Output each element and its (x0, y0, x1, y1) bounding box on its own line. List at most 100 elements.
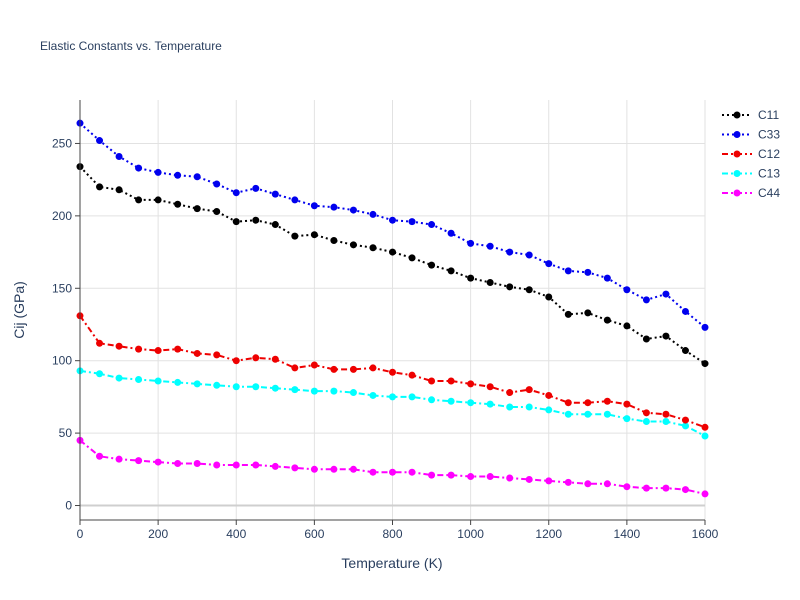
y-tick-label: 0 (65, 499, 72, 513)
data-point-c33 (486, 242, 494, 250)
data-point-c33 (681, 307, 689, 315)
y-axis-label: Cij (GPa) (11, 281, 27, 339)
data-point-c13 (232, 383, 240, 391)
data-point-c13 (545, 406, 553, 414)
data-point-c33 (252, 184, 260, 192)
data-point-c44 (349, 465, 357, 473)
legend-item-c13[interactable]: C13 (722, 167, 780, 181)
data-point-c44 (662, 484, 670, 492)
data-point-c12 (115, 342, 123, 350)
data-point-c12 (369, 364, 377, 372)
data-point-c13 (662, 418, 670, 426)
data-point-c44 (252, 461, 260, 469)
data-point-c44 (701, 490, 709, 498)
data-point-c44 (213, 461, 221, 469)
data-point-c11 (193, 205, 201, 213)
data-point-c12 (603, 397, 611, 405)
data-point-c44 (623, 483, 631, 491)
data-point-c11 (213, 208, 221, 216)
data-point-c44 (584, 480, 592, 488)
data-point-c11 (584, 309, 592, 317)
data-point-c13 (486, 400, 494, 408)
data-point-c11 (252, 216, 260, 224)
data-point-c33 (525, 251, 533, 259)
data-point-c12 (701, 423, 709, 431)
grid (80, 100, 706, 520)
data-point-c13 (115, 374, 123, 382)
data-point-c33 (584, 268, 592, 276)
series-c12 (76, 312, 709, 431)
data-point-c11 (115, 186, 123, 194)
data-point-c33 (154, 168, 162, 176)
legend-label: C44 (758, 186, 780, 200)
y-tick-label: 100 (52, 354, 72, 368)
data-point-c11 (96, 183, 104, 191)
data-point-c44 (603, 480, 611, 488)
data-point-c13 (291, 386, 299, 394)
data-point-c11 (564, 310, 572, 318)
data-point-c11 (389, 248, 396, 256)
x-tick-label: 800 (382, 527, 402, 541)
data-point-c33 (213, 180, 221, 188)
data-point-c33 (545, 260, 553, 268)
data-point-c12 (154, 347, 162, 355)
data-point-c33 (623, 286, 631, 294)
x-tick-label: 1200 (535, 527, 562, 541)
data-point-c11 (154, 196, 162, 204)
data-point-c12 (174, 345, 182, 353)
data-point-c11 (506, 283, 514, 291)
series-c13 (76, 367, 709, 440)
data-point-c11 (447, 267, 455, 275)
data-point-c13 (408, 393, 416, 401)
legend-item-c44[interactable]: C44 (722, 186, 780, 200)
x-tick-label: 1400 (614, 527, 641, 541)
data-point-c44 (408, 468, 416, 476)
series-c11 (76, 163, 709, 368)
data-point-c33 (330, 203, 338, 211)
data-point-c33 (271, 190, 279, 198)
y-tick-label: 200 (52, 209, 72, 223)
data-point-c44 (174, 460, 182, 468)
data-point-c33 (467, 239, 475, 247)
x-tick-label: 200 (148, 527, 168, 541)
data-point-c13 (506, 403, 514, 411)
x-tick-label: 400 (226, 527, 246, 541)
data-point-c33 (96, 137, 104, 145)
y-tick-label: 250 (52, 136, 72, 150)
data-point-c13 (310, 387, 318, 395)
data-point-c44 (232, 461, 240, 469)
data-point-c13 (349, 389, 357, 397)
data-point-c12 (232, 357, 240, 365)
data-point-c13 (467, 399, 475, 407)
legend-item-c33[interactable]: C33 (722, 128, 780, 142)
data-point-c13 (623, 415, 631, 423)
legend-item-c11[interactable]: C11 (722, 108, 779, 122)
data-point-c44 (96, 452, 104, 460)
data-point-c44 (291, 464, 299, 472)
data-point-c44 (154, 458, 162, 466)
data-point-c12 (135, 345, 143, 353)
data-point-c13 (701, 432, 709, 440)
data-point-c33 (291, 196, 299, 204)
legend-item-c12[interactable]: C12 (722, 147, 780, 161)
data-point-c13 (584, 410, 592, 418)
data-point-c11 (701, 360, 709, 368)
data-point-c33 (174, 171, 182, 179)
data-point-c12 (428, 377, 436, 385)
data-point-c33 (310, 202, 318, 210)
data-point-c44 (506, 474, 514, 482)
data-point-c44 (447, 471, 455, 479)
data-point-c44 (681, 486, 689, 494)
data-point-c44 (545, 477, 553, 485)
data-point-c33 (662, 290, 670, 298)
data-point-c33 (506, 248, 514, 256)
data-point-c13 (193, 380, 201, 388)
data-point-c11 (349, 241, 357, 249)
data-point-c44 (564, 478, 572, 486)
data-point-c44 (271, 462, 279, 470)
series-line-c11 (79, 165, 706, 365)
data-point-c33 (193, 173, 201, 181)
data-point-c33 (564, 267, 572, 275)
legend[interactable]: C11 C33 C12 C13 C44 (722, 108, 780, 200)
data-point-c13 (369, 391, 377, 399)
